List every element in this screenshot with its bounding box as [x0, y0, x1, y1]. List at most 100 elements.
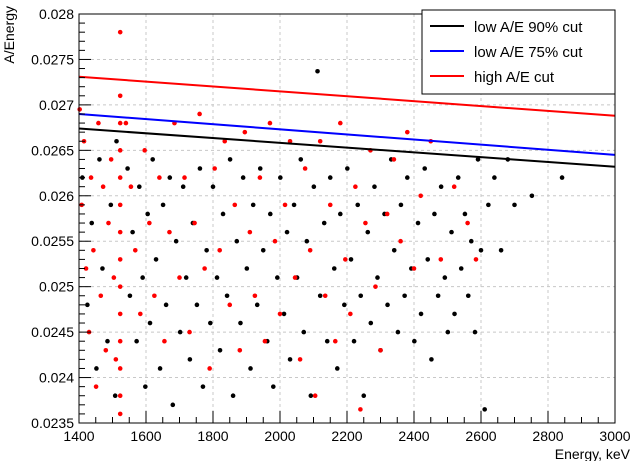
y-tick-label: 0.0255: [31, 233, 74, 249]
red-point: [117, 366, 123, 371]
black-point: [422, 166, 428, 171]
red-point: [117, 202, 123, 208]
red-point: [113, 357, 119, 362]
black-point: [234, 238, 240, 244]
series-black-points: [80, 68, 565, 412]
black-point: [214, 275, 220, 280]
black-point: [372, 184, 377, 189]
red-point: [262, 338, 268, 344]
y-tick-label: 0.0245: [31, 324, 74, 340]
black-point: [324, 338, 330, 344]
black-point: [402, 293, 407, 299]
black-point: [438, 184, 444, 189]
black-point: [163, 302, 169, 308]
black-point: [137, 184, 142, 189]
red-point: [227, 302, 233, 308]
red-point: [192, 220, 197, 226]
black-point: [338, 211, 343, 217]
black-point: [238, 320, 243, 326]
black-point: [220, 211, 226, 217]
red-point: [252, 293, 258, 299]
red-point: [358, 407, 363, 412]
black-point: [160, 202, 166, 208]
red-point: [212, 166, 217, 171]
black-point: [385, 302, 390, 308]
red-point: [117, 393, 123, 399]
black-point: [415, 220, 421, 226]
black-point: [100, 266, 105, 271]
x-tick-label: 1400: [63, 428, 94, 444]
red-point: [162, 338, 167, 344]
red-point: [257, 175, 263, 180]
black-point: [351, 338, 357, 344]
black-point: [257, 166, 263, 171]
black-point: [143, 384, 148, 389]
red-point: [398, 238, 403, 244]
red-point: [157, 175, 162, 180]
black-point: [114, 138, 119, 144]
black-point: [529, 193, 535, 199]
red-point: [142, 148, 147, 153]
red-point: [465, 220, 470, 226]
black-point: [97, 157, 102, 162]
black-point: [412, 338, 417, 344]
black-point: [298, 157, 304, 162]
red-point: [132, 248, 138, 253]
legend-label: low A/E 75% cut: [474, 44, 583, 61]
red-point: [327, 202, 333, 208]
black-point: [157, 366, 163, 371]
black-point: [140, 275, 145, 280]
black-point: [391, 248, 397, 253]
legend-label: high A/E cut: [474, 69, 555, 86]
red-point: [451, 184, 457, 189]
black-point: [368, 320, 374, 326]
x-tick-label: 2600: [465, 428, 496, 444]
red-point: [103, 347, 109, 353]
red-point: [222, 138, 228, 144]
black-point: [170, 402, 176, 408]
black-point: [210, 184, 216, 189]
black-point: [227, 157, 233, 162]
red-point: [287, 138, 293, 144]
x-tick-label: 1800: [197, 428, 228, 444]
black-point: [85, 302, 90, 308]
red-point: [343, 257, 348, 262]
red-point: [91, 248, 96, 253]
black-point: [145, 211, 150, 217]
black-point: [301, 329, 307, 335]
x-tick-label: 2400: [398, 428, 429, 444]
red-point: [117, 311, 123, 317]
red-point: [438, 257, 444, 262]
red-point: [117, 411, 123, 417]
y-tick-labels: 0.0235 0.024 0.0245 0.025 0.0255 0.026 0.0265 0…: [31, 6, 74, 431]
y-tick-label: 0.027: [39, 97, 74, 113]
red-point: [197, 111, 202, 117]
red-point: [237, 347, 243, 353]
black-point: [275, 275, 280, 280]
black-point: [278, 175, 283, 180]
red-point: [117, 29, 123, 35]
black-point: [125, 166, 130, 171]
black-point: [248, 366, 253, 371]
red-point: [88, 175, 94, 180]
red-point: [167, 229, 172, 235]
red-point: [338, 120, 343, 126]
y-tick-label: 0.028: [39, 6, 74, 22]
black-point: [486, 202, 491, 208]
black-point: [361, 393, 367, 399]
red-point: [217, 248, 222, 253]
red-point: [411, 266, 417, 271]
black-point: [418, 311, 424, 317]
x-tick-label: 3000: [599, 428, 630, 444]
red-point: [108, 157, 114, 162]
high-cut-line: [78, 75, 616, 117]
red-point: [117, 175, 123, 180]
black-point: [317, 293, 323, 299]
red-point: [353, 184, 358, 189]
red-point: [242, 129, 248, 135]
axis-ticks: [78, 13, 616, 424]
black-point: [204, 248, 209, 253]
black-point: [327, 175, 333, 180]
low-90-cut-line: [78, 127, 616, 168]
red-point: [384, 211, 390, 217]
